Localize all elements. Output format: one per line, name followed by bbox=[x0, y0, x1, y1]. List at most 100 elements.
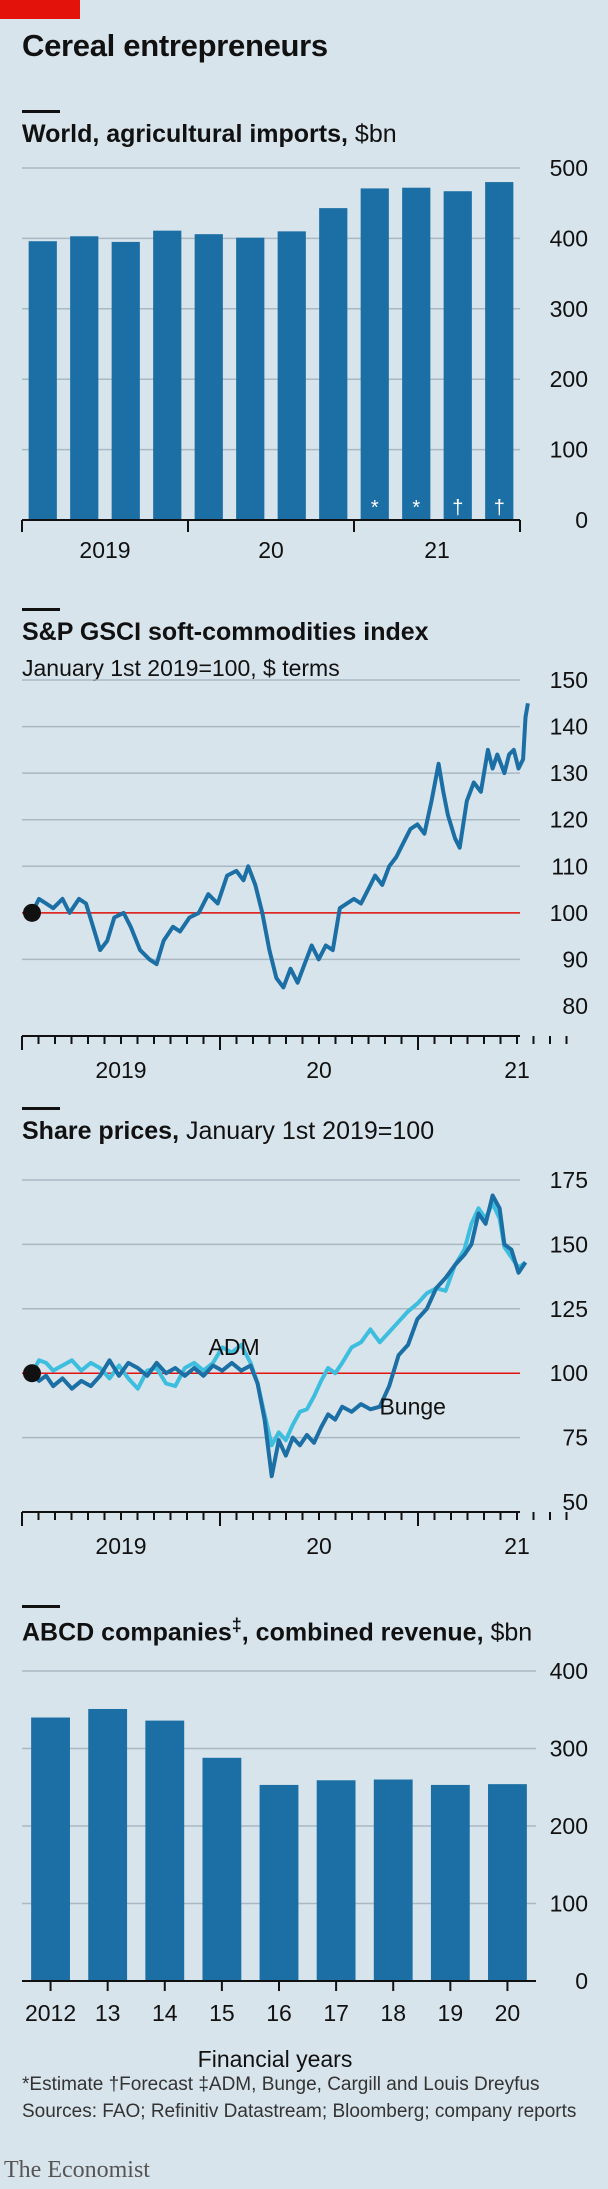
y-tick-label: 400 bbox=[550, 225, 588, 251]
brand-red-tag bbox=[0, 0, 80, 19]
y-tick-label: 80 bbox=[562, 993, 588, 1019]
panel1-unit: $bn bbox=[354, 120, 397, 148]
panel1-rule bbox=[22, 110, 60, 113]
panel2-subtitle: January 1st 2019=100, $ terms bbox=[22, 655, 340, 681]
x-tick-label: 20 bbox=[258, 537, 284, 563]
panel4-title: ABCD companies‡, combined revenue, $bn bbox=[22, 1615, 532, 1647]
y-tick-label: 90 bbox=[562, 946, 588, 972]
x-tick-label: 13 bbox=[95, 2000, 121, 2026]
y-tick-label: 75 bbox=[562, 1425, 588, 1451]
base-point bbox=[23, 1364, 41, 1383]
x-tick-label: 20 bbox=[306, 1533, 332, 1559]
x-tick-label: 21 bbox=[504, 1057, 530, 1083]
x-tick-label: 21 bbox=[504, 1533, 530, 1559]
y-tick-label: 150 bbox=[550, 1231, 588, 1257]
bar bbox=[488, 1784, 527, 1981]
panel2-title: S&P GSCI soft-commodities index bbox=[22, 618, 429, 647]
panel2-title-text: S&P GSCI soft-commodities index bbox=[22, 618, 429, 646]
x-tick-label: 16 bbox=[266, 2000, 292, 2026]
y-tick-label: 200 bbox=[550, 366, 588, 392]
base-point bbox=[23, 903, 41, 922]
bar bbox=[373, 1779, 413, 1981]
panel3-subtitle: January 1st 2019=100 bbox=[185, 1117, 435, 1145]
x-tick-label: 15 bbox=[209, 2000, 235, 2026]
bar bbox=[31, 1717, 70, 1981]
bar bbox=[111, 241, 140, 521]
annotation-bunge: Bunge bbox=[379, 1393, 446, 1419]
bar bbox=[430, 1784, 470, 1981]
bar bbox=[259, 1784, 299, 1981]
agricultural-imports-bar-chart: 0 100 200 300 400 500 * * † † 2019 20 21 bbox=[21, 155, 588, 563]
y-tick-label: 100 bbox=[550, 437, 588, 463]
share-prices-line-chart: 50 75 100 125 150 175 2019 20 21 ADM Bunge bbox=[21, 1167, 588, 1559]
y-tick-label: 175 bbox=[550, 1167, 588, 1193]
panel2-rule bbox=[22, 608, 60, 611]
x-tick-label: 20 bbox=[306, 1057, 332, 1083]
y-tick-label: 110 bbox=[551, 853, 588, 879]
y-tick-label: 300 bbox=[550, 296, 588, 322]
y-tick-label: 140 bbox=[550, 714, 588, 740]
bar bbox=[360, 188, 389, 520]
series-line-adm bbox=[30, 1201, 527, 1448]
y-tick-label: 50 bbox=[562, 1489, 588, 1515]
x-tick-label: 19 bbox=[438, 2000, 464, 2026]
y-tick-label: 0 bbox=[575, 1968, 588, 1994]
y-tick-label: 300 bbox=[550, 1736, 588, 1762]
bar bbox=[443, 191, 472, 520]
x-tick-label: 18 bbox=[380, 2000, 406, 2026]
bar bbox=[319, 208, 348, 520]
bar bbox=[202, 1757, 242, 1981]
bar bbox=[70, 236, 99, 520]
bar bbox=[145, 1720, 185, 1981]
series-line-bunge bbox=[30, 1193, 528, 1479]
y-tick-label: 100 bbox=[550, 900, 588, 926]
panel1-title-text: World, agricultural imports, bbox=[22, 120, 348, 148]
panel3-rule bbox=[22, 1107, 60, 1110]
panel3-title: Share prices, January 1st 2019=100 bbox=[22, 1117, 434, 1146]
x-tick-label: 21 bbox=[424, 537, 450, 563]
y-tick-label: 0 bbox=[575, 507, 588, 533]
y-tick-label: 125 bbox=[550, 1296, 588, 1322]
bar-marker: * bbox=[371, 497, 379, 519]
bar-marker: † bbox=[452, 497, 463, 519]
x-tick-label: 2019 bbox=[95, 1533, 146, 1559]
main-title: Cereal entrepreneurs bbox=[22, 28, 328, 63]
bar bbox=[194, 234, 223, 520]
x-tick-label: 2019 bbox=[79, 537, 130, 563]
panel4-title-mark: ‡ bbox=[231, 1615, 242, 1635]
x-tick-label: 17 bbox=[323, 2000, 349, 2026]
series-line bbox=[30, 702, 530, 990]
abcd-revenue-bar-chart: 0 100 200 300 400 2012 13 14 15 16 17 18 19 20 Financi… bbox=[22, 1658, 588, 2072]
bar bbox=[153, 230, 182, 520]
economist-brand: The Economist bbox=[4, 2157, 150, 2183]
x-tick-label: 2012 bbox=[25, 2000, 76, 2026]
footnote-notes: *Estimate †Forecast ‡ADM, Bunge, Cargill… bbox=[22, 2074, 540, 2095]
y-tick-label: 100 bbox=[550, 1360, 588, 1386]
bar bbox=[277, 231, 306, 521]
bar-marker: * bbox=[412, 497, 420, 519]
x-tick-label: 20 bbox=[495, 2000, 521, 2026]
panel4-unit: $bn bbox=[490, 1618, 533, 1647]
bar bbox=[316, 1780, 356, 1981]
y-tick-label: 130 bbox=[550, 760, 588, 786]
y-tick-label: 200 bbox=[550, 1813, 588, 1839]
bar bbox=[236, 237, 265, 521]
x-tick-label: 14 bbox=[152, 2000, 178, 2026]
footnote-sources: Sources: FAO; Refinitiv Datastream; Bloo… bbox=[22, 2101, 577, 2122]
panel4-title-rest: , combined revenue, bbox=[241, 1618, 484, 1647]
y-tick-label: 100 bbox=[550, 1891, 588, 1917]
panel1-title: World, agricultural imports, $bn bbox=[22, 120, 397, 149]
panel4-rule bbox=[22, 1605, 60, 1608]
bar bbox=[88, 1708, 128, 1981]
x-tick-label: 2019 bbox=[95, 1057, 146, 1083]
panel4-title-text: ABCD companies bbox=[22, 1618, 232, 1647]
bar-marker: † bbox=[494, 497, 505, 519]
y-tick-label: 120 bbox=[550, 807, 588, 833]
bar bbox=[402, 187, 431, 520]
panel3-title-text: Share prices, bbox=[22, 1117, 180, 1145]
y-tick-label: 150 bbox=[550, 667, 588, 693]
y-tick-label: 400 bbox=[550, 1658, 588, 1684]
y-tick-label: 500 bbox=[550, 155, 588, 181]
gsci-index-line-chart: 80 90 100 110 120 130 140 150 2019 20 21 bbox=[21, 667, 588, 1083]
annotation-adm: ADM bbox=[209, 1334, 260, 1360]
